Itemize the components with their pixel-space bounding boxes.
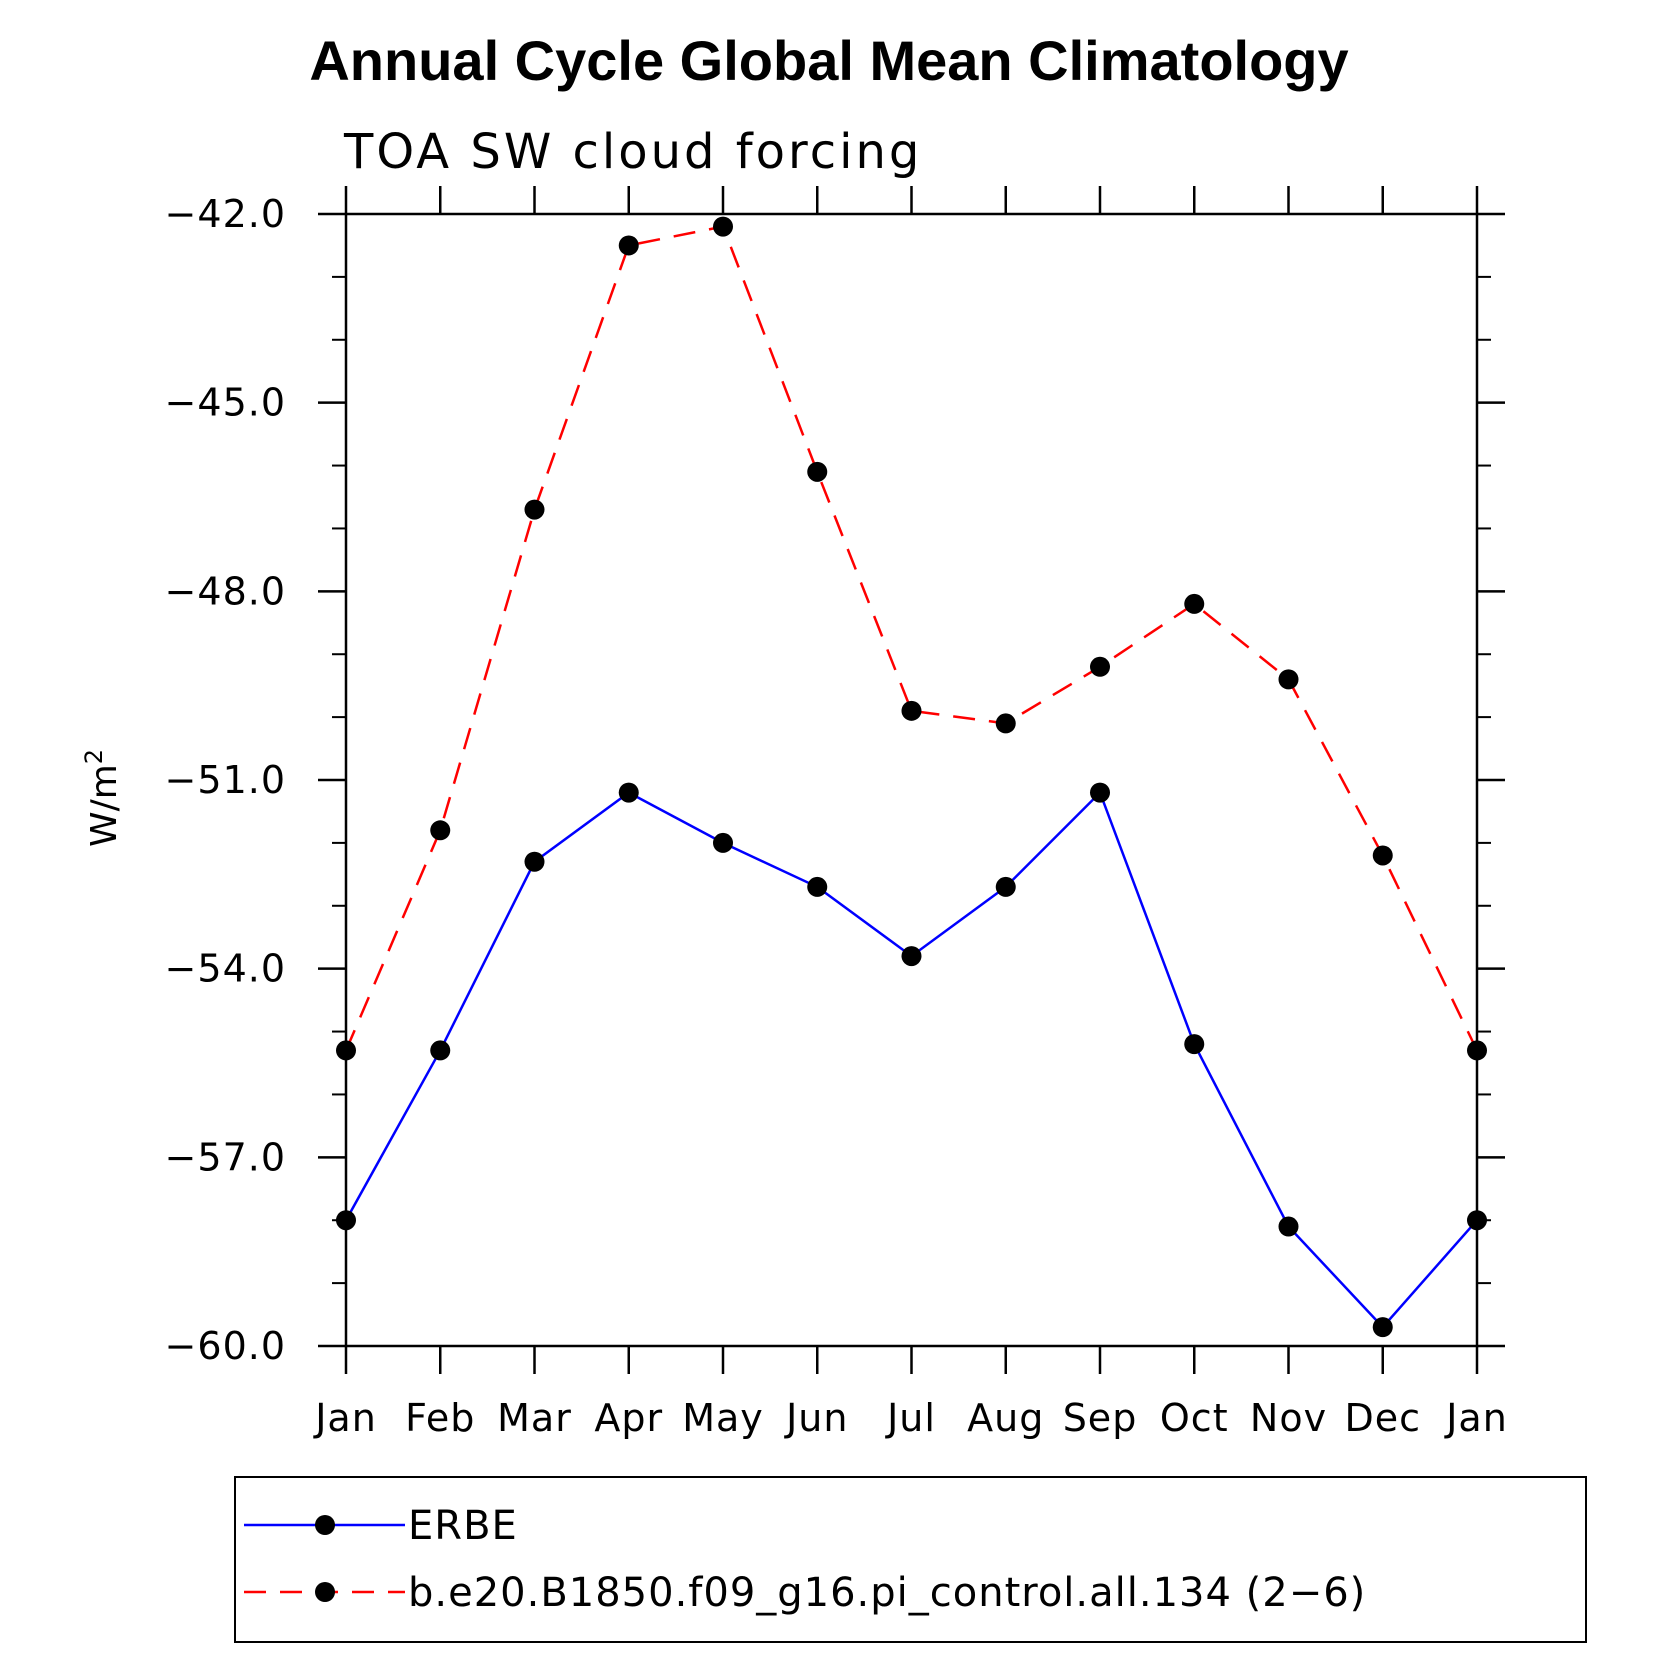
y-axis-label-unit: W/m bbox=[84, 764, 125, 847]
data-point bbox=[336, 1040, 356, 1061]
data-point bbox=[1278, 669, 1299, 690]
series-layer bbox=[336, 216, 1487, 1338]
y-axis-label: W/m2 bbox=[80, 749, 125, 847]
x-tick-label: Mar bbox=[497, 1396, 572, 1440]
series-2 bbox=[336, 216, 1487, 1061]
x-tick-label: Jun bbox=[784, 1396, 848, 1440]
x-tick-label: Oct bbox=[1160, 1396, 1229, 1440]
data-point bbox=[430, 820, 451, 841]
data-point bbox=[430, 1040, 451, 1061]
data-point bbox=[1467, 1040, 1487, 1061]
data-point bbox=[1372, 845, 1393, 866]
data-point bbox=[1278, 1216, 1299, 1237]
data-point bbox=[336, 1210, 356, 1231]
y-axis-label-superscript: 2 bbox=[80, 749, 108, 764]
data-point bbox=[1184, 593, 1205, 614]
data-point bbox=[524, 499, 545, 520]
data-point bbox=[995, 876, 1016, 897]
y-tick-label: −45.0 bbox=[165, 381, 286, 425]
x-tick-label: Dec bbox=[1344, 1396, 1421, 1440]
legend-box bbox=[234, 1476, 1587, 1643]
y-tick-label: −48.0 bbox=[165, 569, 286, 613]
x-tick-label: Jan bbox=[313, 1396, 377, 1440]
data-point bbox=[1090, 656, 1110, 677]
x-tick-label: Feb bbox=[405, 1396, 475, 1440]
data-point bbox=[524, 851, 545, 872]
legend-item: b.e20.B1850.f09_g16.pi_control.all.134 (… bbox=[244, 1570, 1366, 1616]
y-tick-label: −60.0 bbox=[165, 1324, 286, 1368]
y-tick-label: −42.0 bbox=[165, 192, 286, 236]
data-point bbox=[1090, 782, 1110, 803]
legend-marker bbox=[315, 1582, 335, 1602]
x-tick-label: Sep bbox=[1063, 1396, 1138, 1440]
data-point bbox=[1372, 1317, 1393, 1338]
plot-frame bbox=[344, 212, 1479, 1348]
axis-ticks: −42.0 −45.0 −48.0 −51.0 −54.0 −57.0 −60.0 Jan Fe… bbox=[165, 186, 1508, 1440]
legend-label: b.e20.B1850.f09_g16.pi_control.all.134 (… bbox=[408, 1570, 1366, 1616]
legend-marker bbox=[315, 1515, 335, 1535]
data-point bbox=[713, 216, 733, 237]
chart-title: Annual Cycle Global Mean Climatology bbox=[309, 29, 1348, 92]
series-line bbox=[344, 225, 1479, 1051]
data-point bbox=[618, 782, 639, 803]
data-point bbox=[807, 876, 828, 897]
x-tick-label: Nov bbox=[1250, 1396, 1327, 1440]
legend-label: ERBE bbox=[408, 1503, 518, 1549]
data-point bbox=[618, 235, 639, 256]
x-tick-label: Apr bbox=[594, 1396, 663, 1440]
data-point bbox=[995, 713, 1016, 734]
legend: ERBE b.e20.B1850.f09_g16.pi_control.all.1… bbox=[234, 1476, 1587, 1643]
y-tick-label: −57.0 bbox=[165, 1135, 286, 1179]
x-tick-label: Jan bbox=[1444, 1396, 1508, 1440]
data-point bbox=[901, 700, 922, 721]
data-point bbox=[713, 832, 733, 853]
x-tick-label: Jul bbox=[885, 1396, 936, 1440]
x-tick-label: May bbox=[682, 1396, 764, 1440]
data-point bbox=[1467, 1210, 1487, 1231]
legend-item: ERBE bbox=[244, 1503, 518, 1549]
series-1 bbox=[336, 782, 1487, 1338]
x-tick-label: Aug bbox=[967, 1396, 1044, 1440]
data-point bbox=[807, 461, 828, 482]
chart-subtitle: TOA SW cloud forcing bbox=[343, 124, 922, 180]
data-point bbox=[1184, 1034, 1205, 1055]
data-point bbox=[901, 946, 922, 967]
y-tick-label: −54.0 bbox=[165, 947, 286, 991]
y-tick-label: −51.0 bbox=[165, 758, 286, 802]
series-line bbox=[344, 790, 1478, 1329]
